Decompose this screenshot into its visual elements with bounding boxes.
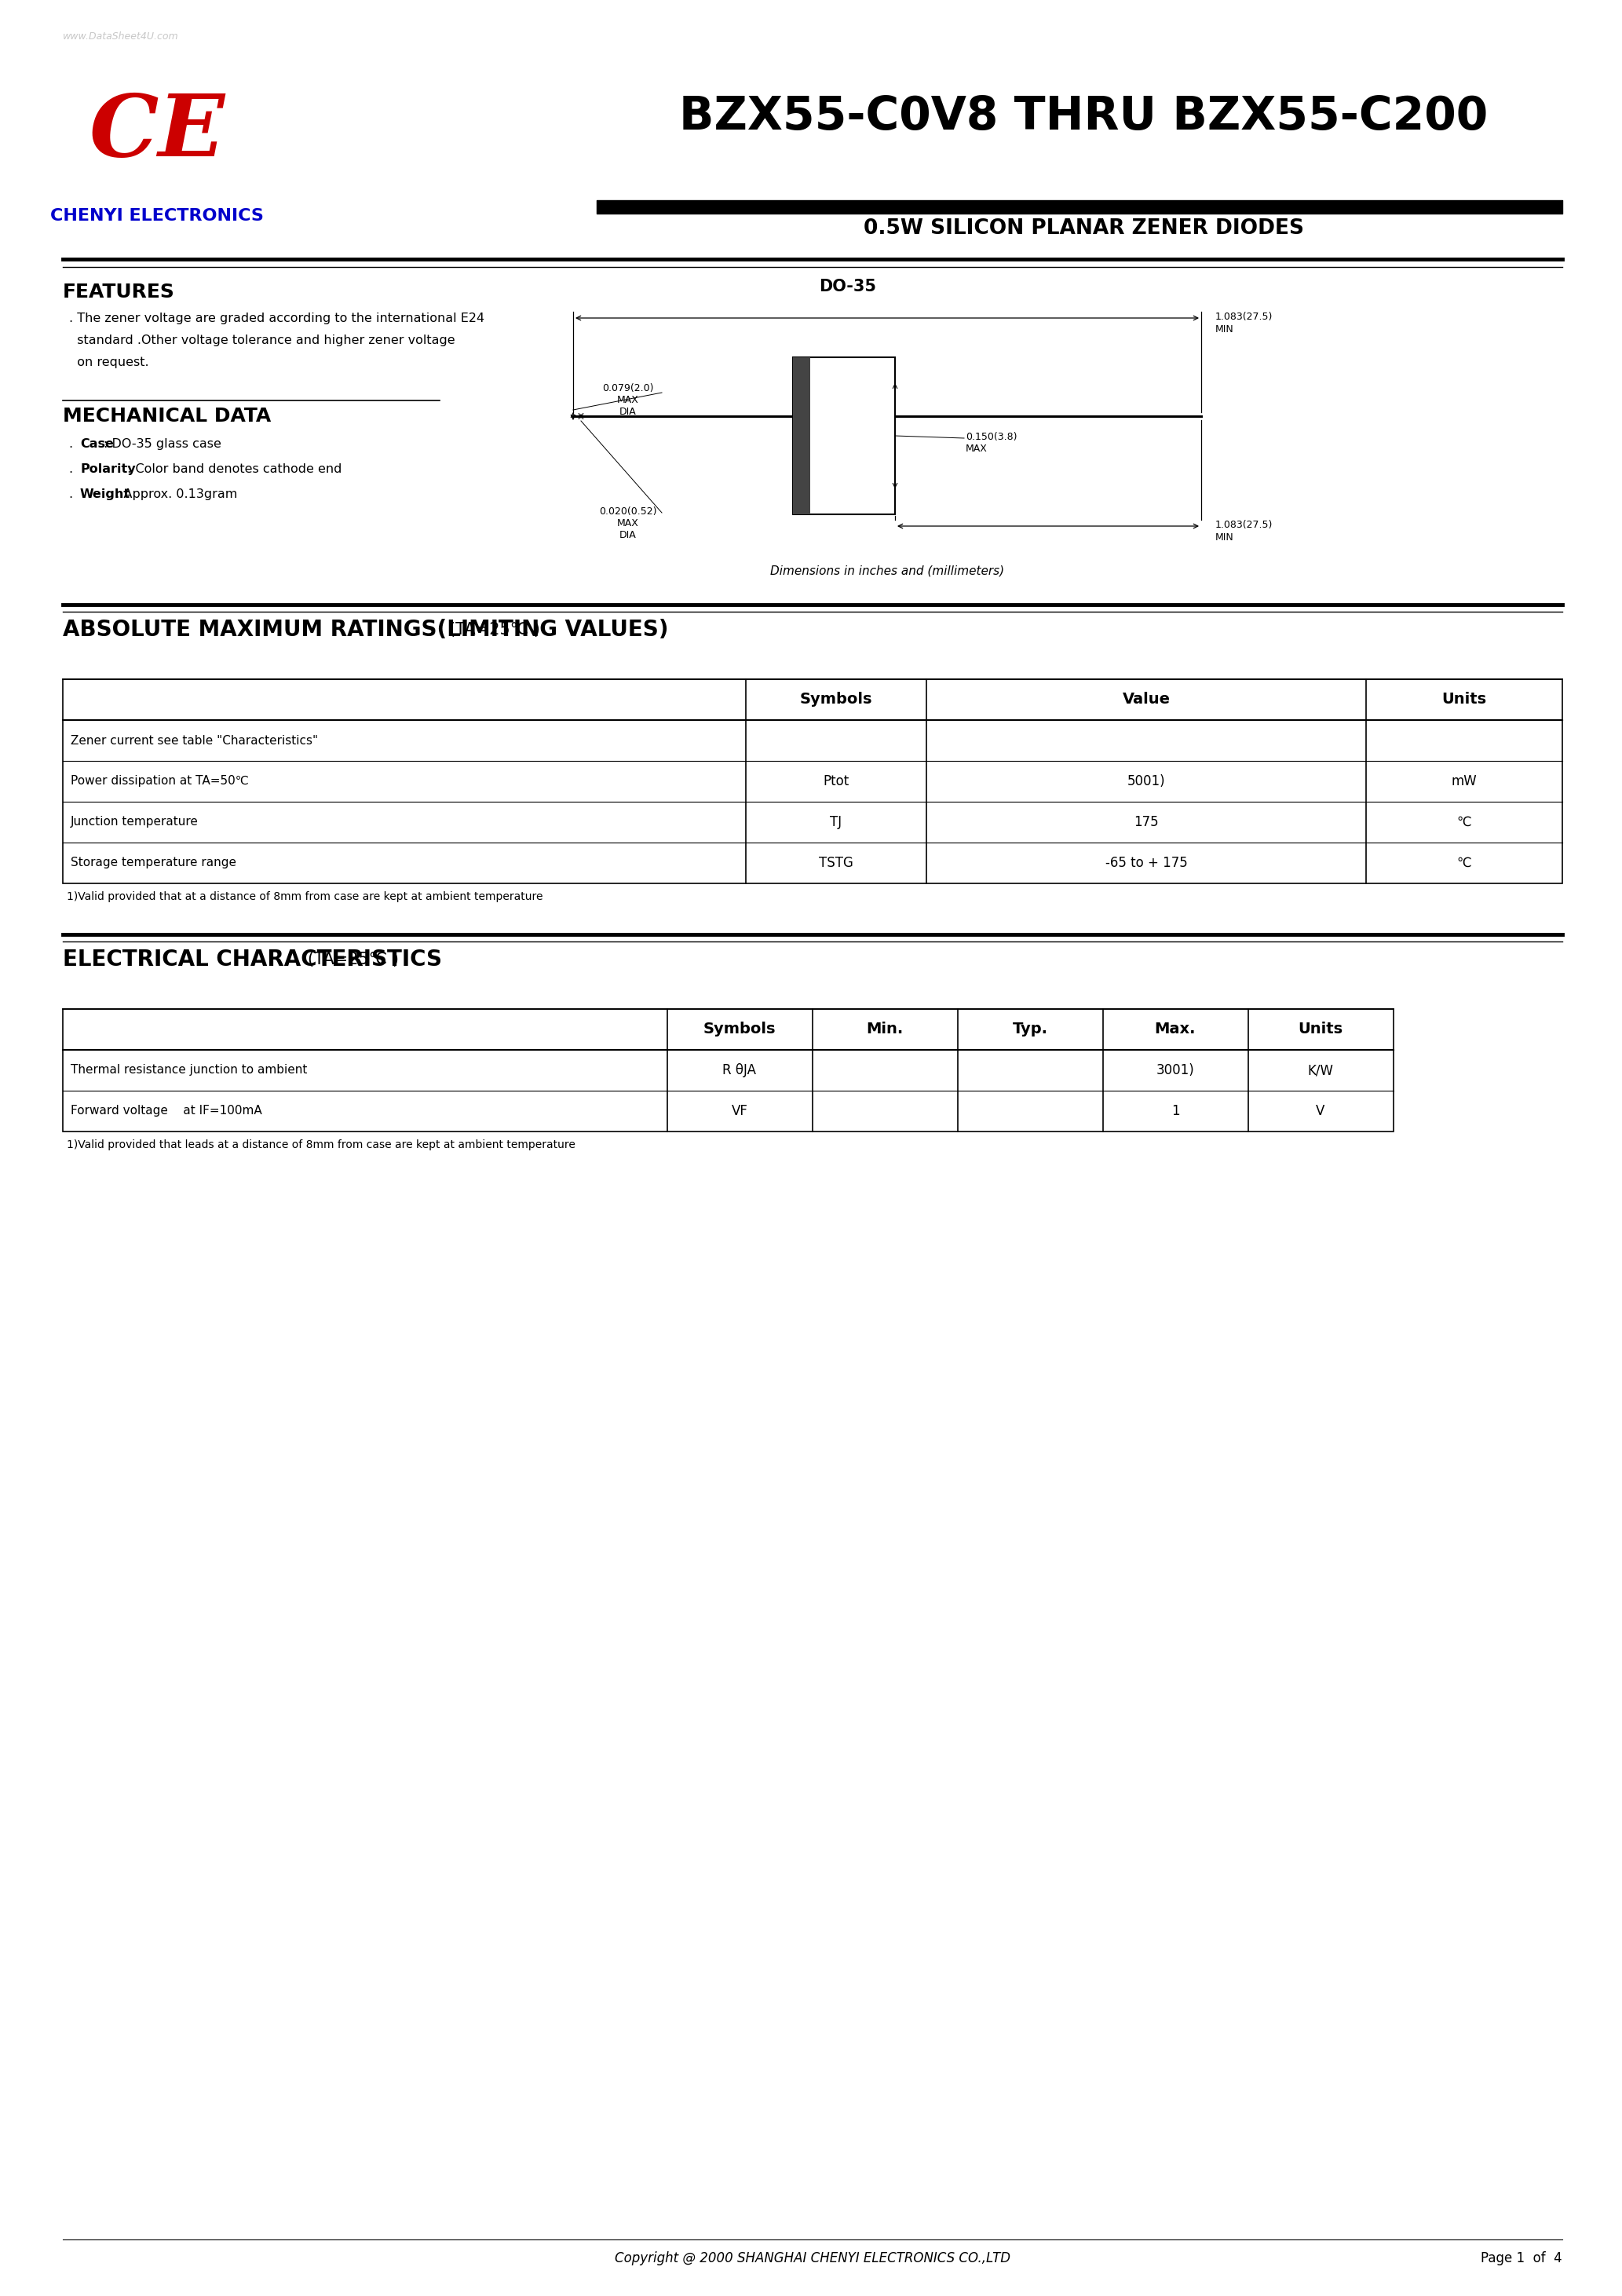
Text: Max.: Max. bbox=[1155, 1022, 1195, 1038]
Text: 5001): 5001) bbox=[1127, 774, 1165, 788]
Text: (TA=25℃ ): (TA=25℃ ) bbox=[449, 622, 540, 638]
Text: 1: 1 bbox=[1171, 1104, 1179, 1118]
Text: Storage temperature range: Storage temperature range bbox=[71, 856, 237, 868]
Text: : DO-35 glass case: : DO-35 glass case bbox=[104, 439, 221, 450]
Text: on request.: on request. bbox=[70, 356, 149, 367]
Text: FEATURES: FEATURES bbox=[63, 282, 175, 301]
Text: K/W: K/W bbox=[1307, 1063, 1333, 1077]
Text: 0.150(3.8): 0.150(3.8) bbox=[965, 432, 1017, 443]
Text: .: . bbox=[70, 489, 78, 501]
Text: .: . bbox=[70, 439, 78, 450]
Text: MAX: MAX bbox=[616, 519, 639, 528]
Text: Min.: Min. bbox=[866, 1022, 903, 1038]
Text: . The zener voltage are graded according to the international E24: . The zener voltage are graded according… bbox=[70, 312, 485, 324]
Text: 1)Valid provided that leads at a distance of 8mm from case are kept at ambient t: 1)Valid provided that leads at a distanc… bbox=[67, 1139, 576, 1150]
Text: Symbols: Symbols bbox=[800, 691, 873, 707]
Text: MIN: MIN bbox=[1215, 533, 1234, 542]
Bar bbox=[793, 358, 895, 514]
Text: Case: Case bbox=[79, 439, 114, 450]
Text: DIA: DIA bbox=[620, 406, 636, 418]
Text: ℃: ℃ bbox=[1457, 815, 1471, 829]
Text: .: . bbox=[70, 464, 78, 475]
Text: Symbols: Symbols bbox=[704, 1022, 775, 1038]
Bar bbox=[63, 680, 1562, 884]
Text: Ptot: Ptot bbox=[822, 774, 850, 788]
Text: 3001): 3001) bbox=[1156, 1063, 1194, 1077]
Text: 0.079(2.0): 0.079(2.0) bbox=[602, 383, 654, 393]
Text: -65 to + 175: -65 to + 175 bbox=[1105, 856, 1187, 870]
Text: 1.083(27.5): 1.083(27.5) bbox=[1215, 519, 1273, 530]
Text: mW: mW bbox=[1452, 774, 1478, 788]
Text: CE: CE bbox=[89, 90, 225, 174]
Text: V: V bbox=[1315, 1104, 1325, 1118]
Text: 0.020(0.52): 0.020(0.52) bbox=[599, 507, 657, 517]
Text: MIN: MIN bbox=[1215, 324, 1234, 335]
Text: Power dissipation at TA=50℃: Power dissipation at TA=50℃ bbox=[71, 776, 248, 788]
Text: Value: Value bbox=[1122, 691, 1169, 707]
Text: ℃: ℃ bbox=[1457, 856, 1471, 870]
Text: MECHANICAL DATA: MECHANICAL DATA bbox=[63, 406, 271, 425]
Text: Units: Units bbox=[1298, 1022, 1343, 1038]
Text: 1.083(27.5): 1.083(27.5) bbox=[1215, 312, 1273, 321]
Text: 175: 175 bbox=[1134, 815, 1158, 829]
Text: (TA=25℃ ): (TA=25℃ ) bbox=[308, 953, 399, 967]
Text: TJ: TJ bbox=[830, 815, 842, 829]
Bar bbox=[63, 1008, 1393, 1132]
Text: CHENYI ELECTRONICS: CHENYI ELECTRONICS bbox=[50, 209, 264, 223]
Text: DIA: DIA bbox=[620, 530, 636, 540]
Text: R θJA: R θJA bbox=[723, 1063, 756, 1077]
Text: Polarity: Polarity bbox=[79, 464, 136, 475]
Text: Weight: Weight bbox=[79, 489, 130, 501]
Text: DO-35: DO-35 bbox=[819, 278, 876, 294]
Text: Units: Units bbox=[1442, 691, 1487, 707]
Text: MAX: MAX bbox=[616, 395, 639, 404]
Text: 1)Valid provided that at a distance of 8mm from case are kept at ambient tempera: 1)Valid provided that at a distance of 8… bbox=[67, 891, 543, 902]
Text: : Approx. 0.13gram: : Approx. 0.13gram bbox=[115, 489, 237, 501]
Text: www.DataSheet4U.com: www.DataSheet4U.com bbox=[63, 32, 178, 41]
Text: VF: VF bbox=[732, 1104, 748, 1118]
Bar bbox=[793, 358, 811, 514]
Text: MAX: MAX bbox=[965, 443, 988, 455]
Text: Forward voltage    at IF=100mA: Forward voltage at IF=100mA bbox=[71, 1104, 263, 1116]
Text: Page 1  of  4: Page 1 of 4 bbox=[1481, 2252, 1562, 2266]
Text: Junction temperature: Junction temperature bbox=[71, 817, 198, 829]
Text: 0.5W SILICON PLANAR ZENER DIODES: 0.5W SILICON PLANAR ZENER DIODES bbox=[863, 218, 1304, 239]
Text: Copyright @ 2000 SHANGHAI CHENYI ELECTRONICS CO.,LTD: Copyright @ 2000 SHANGHAI CHENYI ELECTRO… bbox=[615, 2252, 1011, 2266]
Text: ELECTRICAL CHARACTERISTICS: ELECTRICAL CHARACTERISTICS bbox=[63, 948, 443, 971]
Text: BZX55-C0V8 THRU BZX55-C200: BZX55-C0V8 THRU BZX55-C200 bbox=[680, 94, 1487, 140]
Text: Typ.: Typ. bbox=[1012, 1022, 1048, 1038]
Text: standard .Other voltage tolerance and higher zener voltage: standard .Other voltage tolerance and hi… bbox=[70, 335, 456, 347]
Text: Dimensions in inches and (millimeters): Dimensions in inches and (millimeters) bbox=[770, 565, 1004, 576]
Text: Thermal resistance junction to ambient: Thermal resistance junction to ambient bbox=[71, 1065, 307, 1077]
Text: : Color band denotes cathode end: : Color band denotes cathode end bbox=[127, 464, 342, 475]
Text: Zener current see table "Characteristics": Zener current see table "Characteristics… bbox=[71, 735, 318, 746]
Text: ABSOLUTE MAXIMUM RATINGS(LIMITING VALUES): ABSOLUTE MAXIMUM RATINGS(LIMITING VALUES… bbox=[63, 618, 668, 641]
Text: TSTG: TSTG bbox=[819, 856, 853, 870]
